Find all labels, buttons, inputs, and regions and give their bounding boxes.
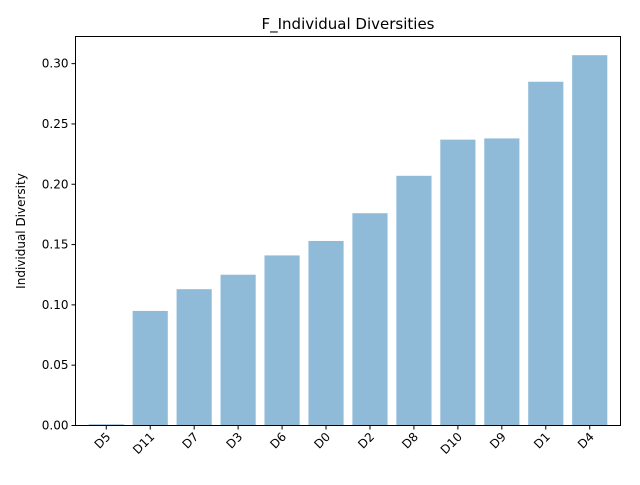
bar-d4 [572, 55, 608, 426]
x-tick-label-d1: D1 [531, 430, 553, 452]
x-tick-label-d8: D8 [399, 430, 421, 452]
plot-frame [75, 36, 621, 426]
y-axis: 0.00 0.05 0.10 0.15 0.20 0.25 0.30 [42, 57, 76, 433]
y-tick-label: 0.05 [42, 358, 69, 372]
x-axis: D5 D11 D7 D3 D6 D0 D2 D8 D10 D9 D1 D4 [92, 425, 597, 457]
x-tick-label-d11: D11 [130, 430, 157, 457]
x-tick-label-d10: D10 [438, 430, 465, 457]
x-tick-label-d5: D5 [92, 430, 114, 452]
bar-d8 [396, 175, 432, 426]
x-tick-label-d6: D6 [267, 430, 289, 452]
y-tick-label: 0.10 [42, 298, 69, 312]
y-tick-label: 0.25 [42, 117, 69, 131]
bar-d1 [528, 81, 564, 426]
y-axis-label: Individual Diversity [14, 173, 28, 289]
x-tick-label-d7: D7 [179, 430, 201, 452]
bar-d9 [484, 138, 520, 426]
y-tick-label: 0.30 [42, 57, 69, 71]
x-tick-label-d0: D0 [311, 430, 333, 452]
bar-d3 [220, 274, 256, 426]
y-tick-label: 0.15 [42, 238, 69, 252]
bars-group [88, 55, 608, 426]
y-tick-label: 0.00 [42, 419, 69, 433]
bar-d5 [88, 424, 124, 426]
x-tick-label-d4: D4 [575, 430, 597, 452]
bar-d7 [176, 289, 212, 426]
bar-d10 [440, 139, 476, 426]
chart-title: F_Individual Diversities [261, 15, 434, 34]
bar-d6 [264, 255, 300, 426]
x-tick-label-d2: D2 [355, 430, 377, 452]
y-tick-label: 0.20 [42, 177, 69, 191]
x-tick-label-d3: D3 [223, 430, 245, 452]
bar-d0 [308, 240, 344, 426]
x-tick-label-d9: D9 [487, 430, 509, 452]
bar-d2 [352, 213, 388, 426]
bar-d11 [132, 310, 168, 426]
